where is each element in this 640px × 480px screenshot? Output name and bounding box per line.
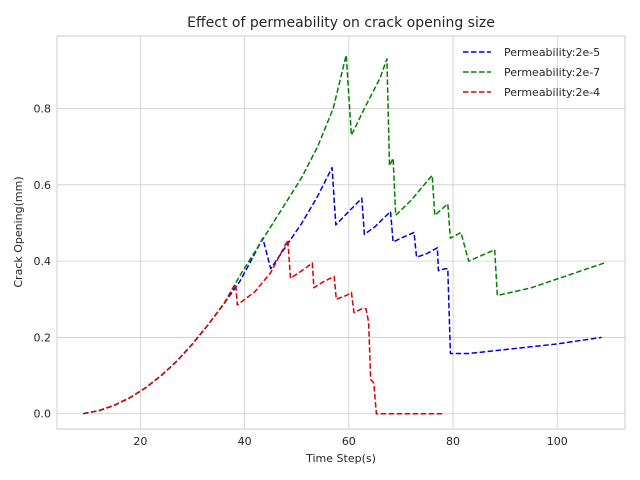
y-tick-label: 0.0	[34, 408, 52, 421]
x-tick-label: 80	[446, 435, 460, 448]
x-axis-label: Time Step(s)	[305, 452, 376, 465]
y-tick-label: 0.2	[34, 331, 52, 344]
series-line-1	[82, 166, 602, 415]
x-tick-label: 20	[133, 435, 147, 448]
legend: Permeability:2e-5 Permeability:2e-7 Permea…	[463, 46, 600, 99]
x-tick-label: 40	[238, 435, 252, 448]
legend-label-1: Permeability:2e-5	[504, 46, 600, 59]
series-line-3	[82, 239, 443, 415]
y-tick-label: 0.6	[34, 179, 52, 192]
series-group	[82, 54, 605, 415]
y-tick-label: 0.4	[34, 255, 52, 268]
y-tick-label: 0.8	[34, 102, 52, 115]
tick-labels: 20 40 60 80 100 0.0 0.2 0.4 0.6 0.8	[34, 102, 568, 448]
x-tick-label: 100	[547, 435, 568, 448]
legend-label-2: Permeability:2e-7	[504, 66, 600, 79]
chart-title: Effect of permeability on crack opening …	[187, 15, 495, 31]
x-tick-label: 60	[342, 435, 356, 448]
legend-label-3: Permeability:2e-4	[504, 86, 600, 99]
plot-frame	[56, 35, 626, 430]
y-axis-label: Crack Opening(mm)	[12, 176, 25, 287]
